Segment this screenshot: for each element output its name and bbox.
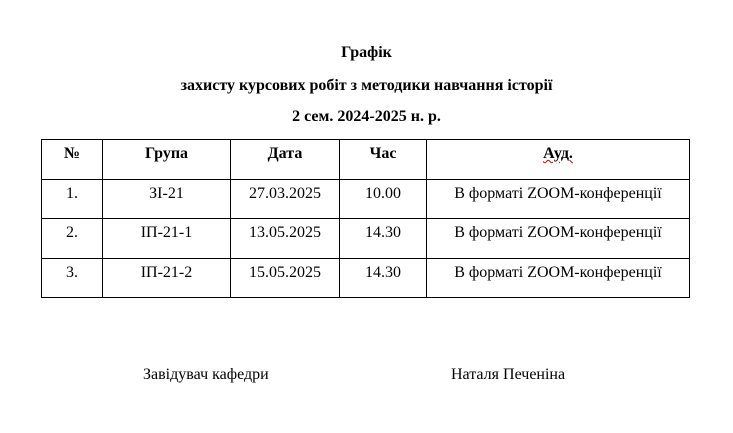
footer-position: Завідувач кафедри (143, 366, 269, 383)
cell-date: 15.05.2025 (230, 258, 340, 298)
header-date: Дата (230, 139, 340, 180)
header-number: № (41, 139, 103, 180)
table-header-row: № Група Дата Час Ауд. (41, 139, 690, 180)
cell-time: 14.30 (339, 218, 427, 259)
cell-date: 13.05.2025 (230, 218, 340, 259)
schedule-table: № Група Дата Час Ауд. 1. ЗІ-21 27.03.202… (41, 139, 690, 298)
cell-group: ІП-21-2 (102, 258, 231, 298)
title-line-3: 2 сем. 2024-2025 н. р. (292, 108, 441, 125)
cell-group: ІП-21-1 (102, 218, 231, 259)
cell-room: В форматі ZOOM-конференції (426, 218, 690, 259)
title-line-1: Графік (341, 44, 392, 61)
table-row: 3. ІП-21-2 15.05.2025 14.30 В форматі ZO… (41, 258, 690, 298)
cell-number: 1. (41, 179, 103, 219)
cell-room: В форматі ZOOM-конференції (426, 179, 690, 219)
footer-name: Наталя Печеніна (451, 366, 566, 383)
cell-number: 3. (41, 258, 103, 298)
cell-date: 27.03.2025 (230, 179, 340, 219)
title-line-2: захисту курсових робіт з методики навчан… (180, 77, 553, 94)
header-room: Ауд. (426, 139, 690, 180)
cell-time: 14.30 (339, 258, 427, 298)
table-row: 2. ІП-21-1 13.05.2025 14.30 В форматі ZO… (41, 218, 690, 259)
cell-room: В форматі ZOOM-конференції (426, 258, 690, 298)
cell-group: ЗІ-21 (102, 179, 231, 219)
header-group: Група (102, 139, 231, 180)
table-row: 1. ЗІ-21 27.03.2025 10.00 В форматі ZOOM… (41, 179, 690, 219)
header-time: Час (339, 139, 427, 180)
cell-number: 2. (41, 218, 103, 259)
cell-time: 10.00 (339, 179, 427, 219)
